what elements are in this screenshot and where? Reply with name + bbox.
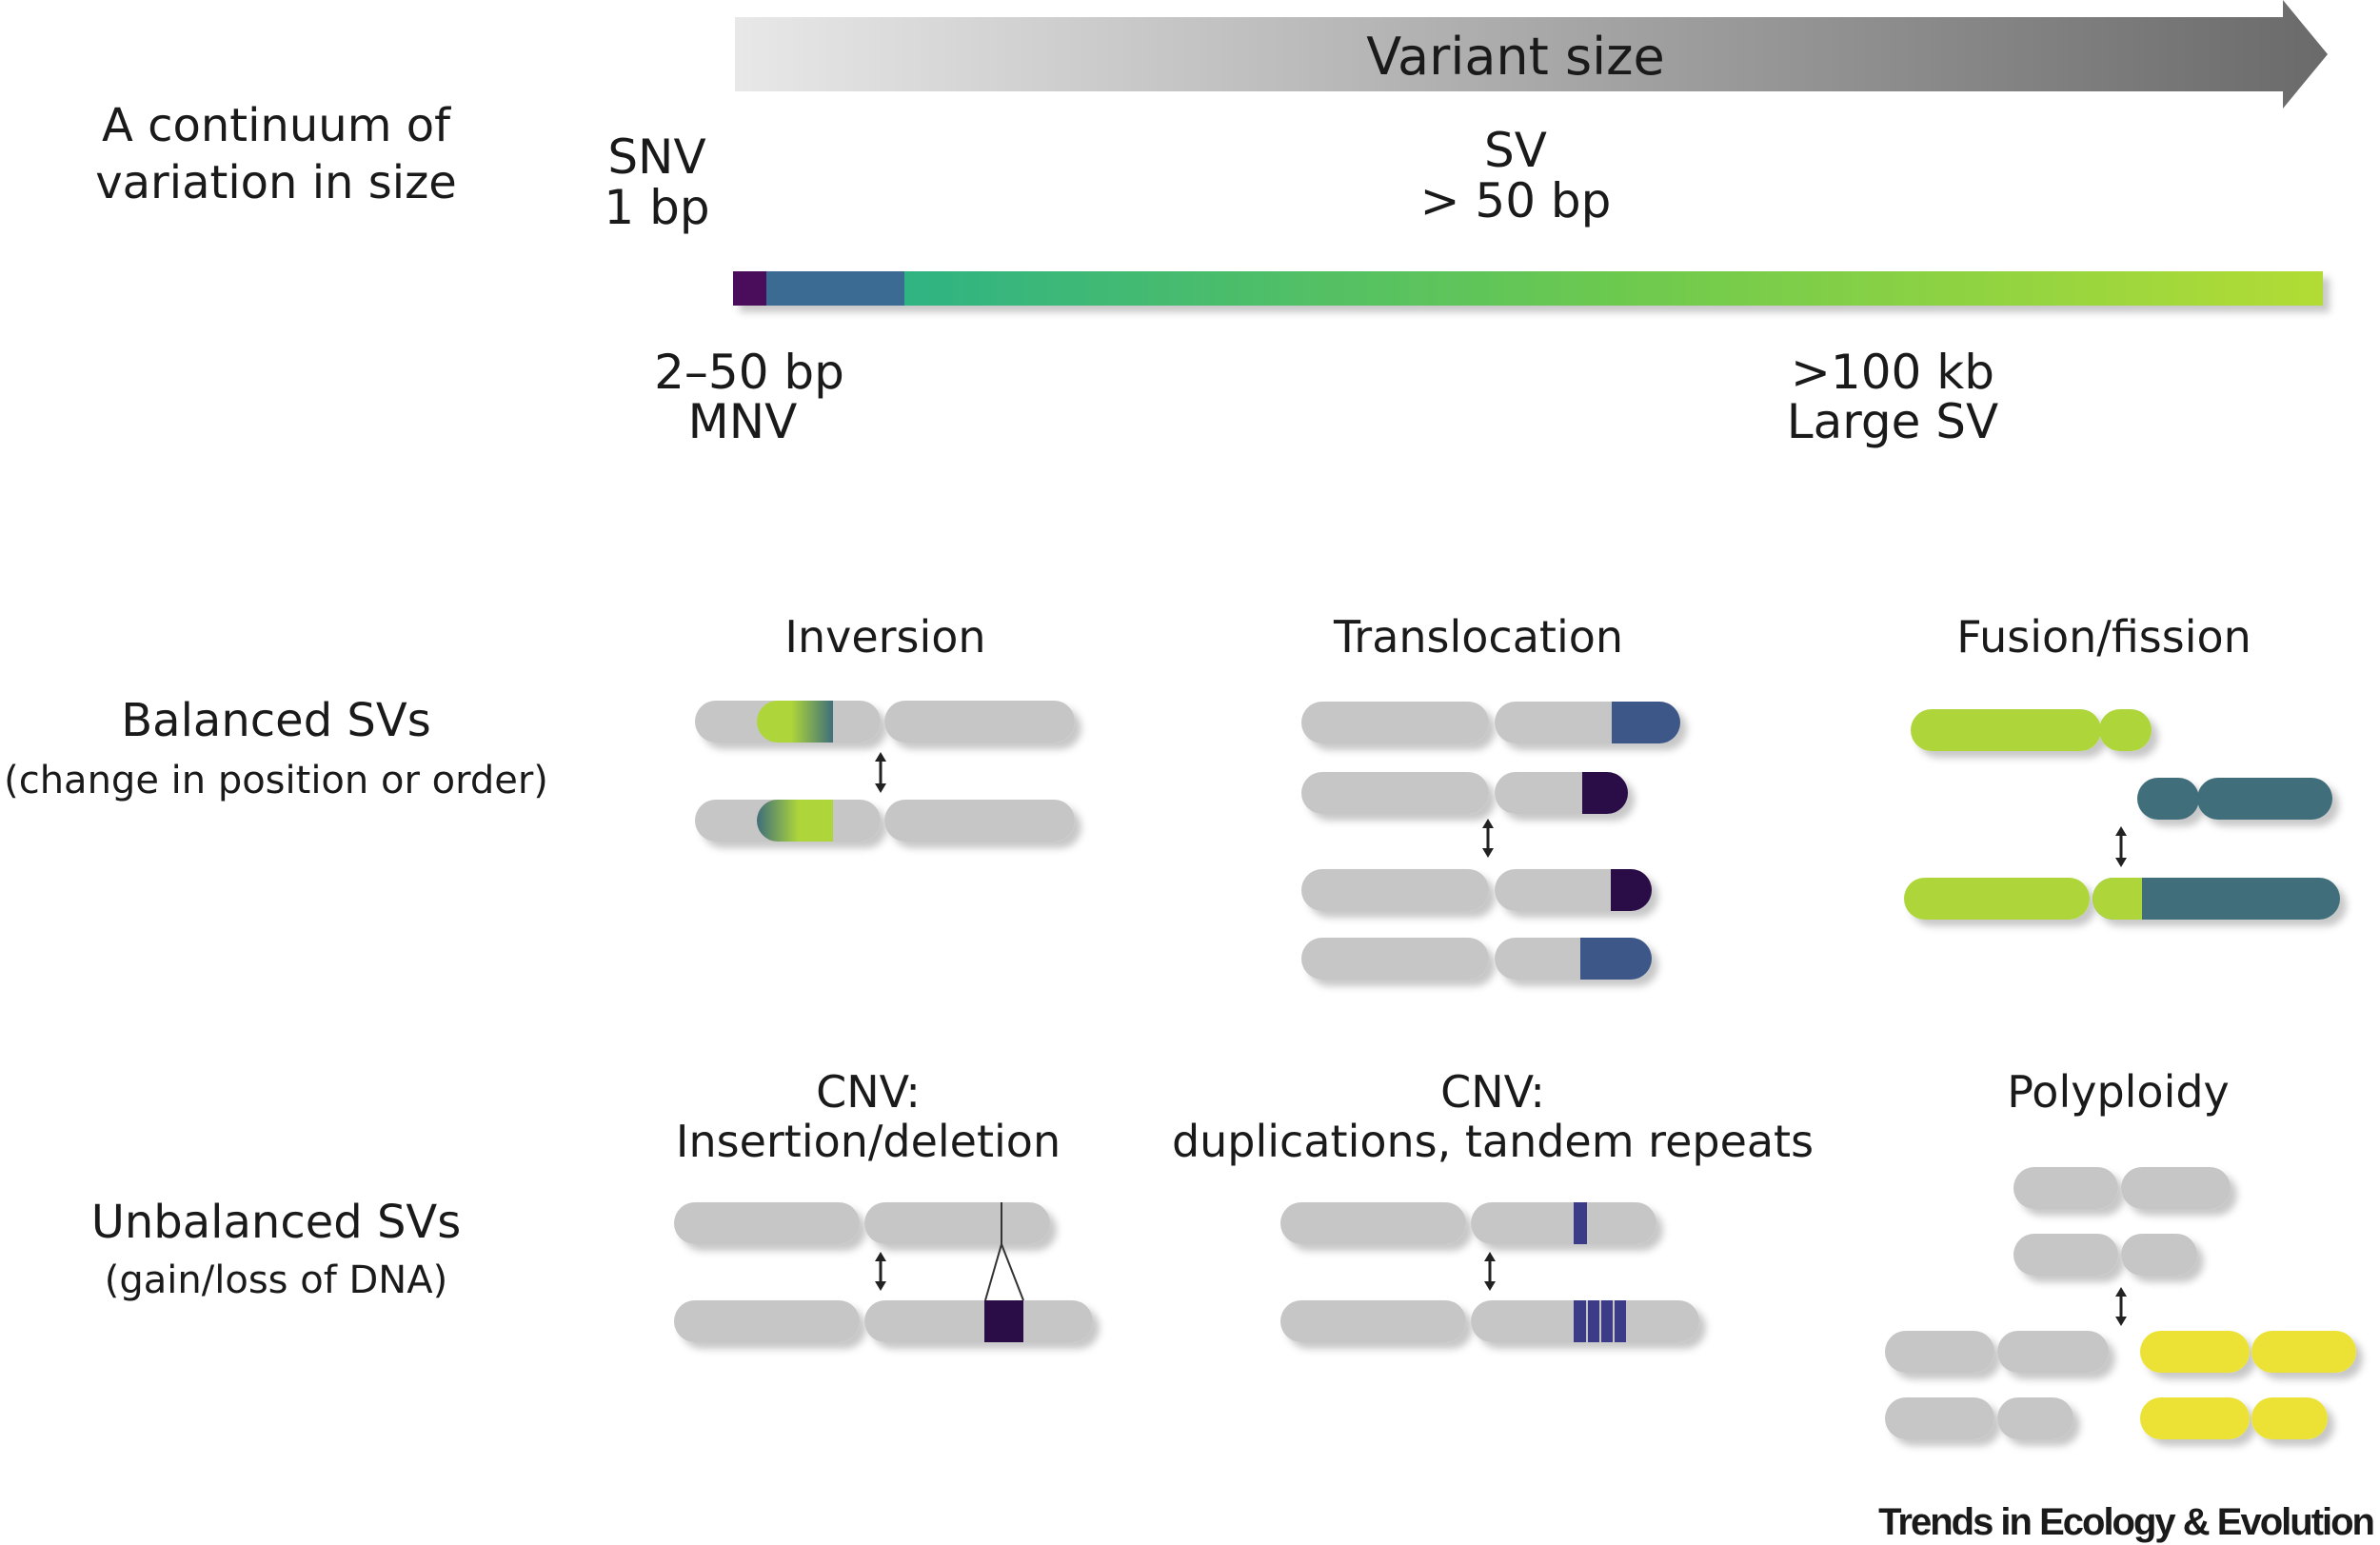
dup-title-1: CNV: (1440, 1066, 1545, 1118)
sv-size-label: > 50 bp (1420, 173, 1612, 228)
inversion-chromosome-before (695, 701, 1075, 743)
indel-title-2: Insertion/deletion (676, 1116, 1061, 1167)
insertion-lines (984, 1202, 1024, 1301)
duplication-panel (1280, 1202, 1699, 1342)
dup-chromosome-before (1280, 1202, 1656, 1244)
polyploidy-panel (1885, 1167, 2356, 1439)
indel-title-1: CNV: (816, 1066, 921, 1118)
dup-chromosome-after (1280, 1300, 1699, 1342)
journal-logo: Trends in Ecology & Evolution (1878, 1501, 2373, 1543)
double-arrow-icon (2115, 826, 2127, 867)
indel-panel (674, 1202, 1093, 1342)
fusion-chromosome-lime (1911, 709, 2152, 751)
snv-segment (733, 271, 766, 306)
variant-size-arrow (735, 0, 2328, 109)
continuum-row-label-2: variation in size (95, 156, 457, 209)
polyploidy-title: Polyploidy (2007, 1066, 2230, 1118)
translocation-chromosome-1 (1301, 702, 1680, 743)
variant-size-label: Variant size (1366, 27, 1664, 87)
large-sv-label: Large SV (1787, 394, 1999, 449)
polyploidy-chromosome-4 (1885, 1397, 2073, 1439)
inverted-segment (757, 701, 833, 743)
translocation-chromosome-3 (1301, 869, 1652, 911)
fusion-chromosome-teal (2137, 778, 2332, 820)
mnv-label: MNV (688, 394, 798, 449)
translocation-chromosome-2 (1301, 772, 1628, 814)
sv-label: SV (1484, 123, 1547, 178)
indel-chromosome-before (674, 1202, 1050, 1244)
indel-chromosome-after (674, 1300, 1093, 1342)
mnv-size-label: 2–50 bp (654, 345, 844, 400)
polyploidy-chromosome-2 (2013, 1234, 2197, 1276)
translocation-panel (1301, 702, 1680, 980)
fusion-fission-panel (1904, 709, 2340, 920)
snv-size-label: 1 bp (604, 180, 709, 235)
inversion-title: Inversion (784, 611, 985, 663)
double-arrow-icon (875, 1252, 886, 1291)
unbalanced-row-label: Unbalanced SVs (91, 1196, 462, 1249)
dup-title-2: duplications, tandem repeats (1172, 1116, 1814, 1167)
inverted-segment (757, 800, 833, 842)
large-sv-size-label: >100 kb (1791, 345, 1994, 400)
mnv-segment (766, 271, 904, 306)
repeat-unit (1574, 1202, 1587, 1244)
continuum-row-label-1: A continuum of (102, 99, 451, 152)
double-arrow-icon (2115, 1287, 2127, 1326)
inserted-segment (984, 1300, 1023, 1342)
size-color-bar (733, 271, 2323, 306)
double-arrow-icon (875, 752, 886, 793)
inversion-chromosome-after (695, 800, 1075, 842)
balanced-row-label: Balanced SVs (121, 694, 430, 747)
fusion-fission-title: Fusion/fission (1956, 611, 2251, 663)
balanced-row-sublabel: (change in position or order) (4, 759, 548, 802)
sv-segment (904, 271, 2323, 306)
double-arrow-icon (1482, 819, 1494, 858)
inversion-panel (695, 701, 1075, 842)
snv-label: SNV (607, 129, 705, 185)
fused-chromosome (1904, 878, 2340, 920)
polyploidy-chromosome-3 (1885, 1331, 2109, 1373)
double-arrow-icon (1484, 1252, 1496, 1291)
translocation-chromosome-4 (1301, 938, 1652, 980)
polyploidy-chromosome-5-yellow (2140, 1331, 2356, 1373)
unbalanced-row-sublabel: (gain/loss of DNA) (105, 1258, 447, 1302)
polyploidy-chromosome-1 (2013, 1167, 2231, 1209)
polyploidy-chromosome-6-yellow (2140, 1397, 2328, 1439)
translocation-title: Translocation (1333, 611, 1623, 663)
tandem-repeats (1574, 1300, 1626, 1342)
